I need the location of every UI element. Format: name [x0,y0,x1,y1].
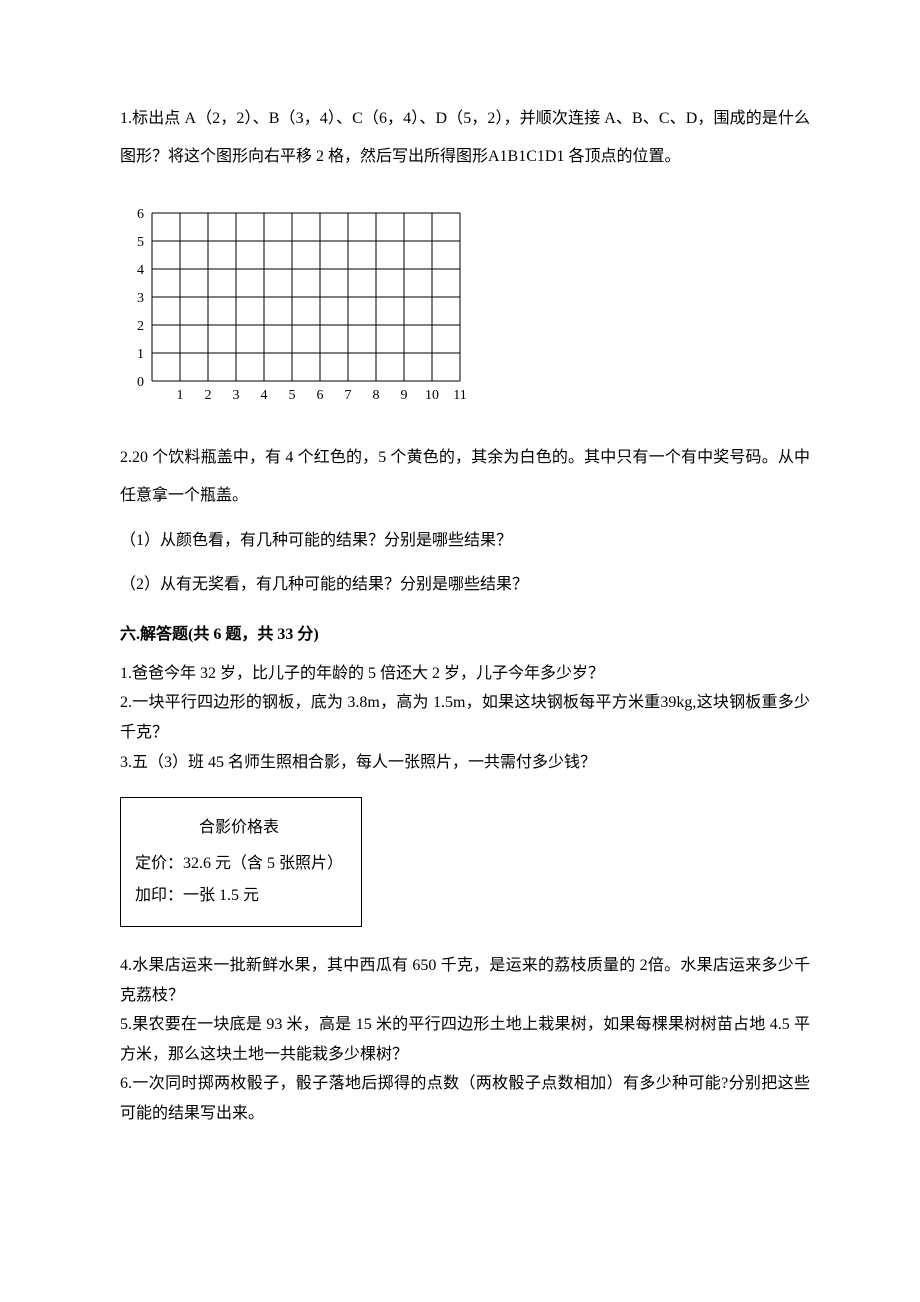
svg-text:3: 3 [233,388,240,403]
question-2-sub2: （2）从有无奖看，有几种可能的结果？分别是哪些结果？ [120,566,810,604]
section-6-q2: 2.一块平行四边形的钢板，底为 3.8m，高为 1.5m，如果这块钢板每平方米重… [120,688,810,747]
svg-text:8: 8 [373,388,380,403]
svg-text:9: 9 [401,388,408,403]
svg-text:0: 0 [137,375,144,390]
svg-text:10: 10 [425,388,439,403]
section-6-q5: 5.果农要在一块底是 93 米，高是 15 米的平行四边形土地上栽果树，如果每棵… [120,1010,810,1069]
svg-text:3: 3 [137,291,144,306]
svg-text:5: 5 [137,235,144,250]
question-2-intro: 2.20 个饮料瓶盖中，有 4 个红色的，5 个黄色的，其余为白色的。其中只有一… [120,439,810,516]
svg-text:11: 11 [453,388,466,403]
question-2-sub1: （1）从颜色看，有几种可能的结果？分别是哪些结果？ [120,522,810,560]
svg-text:4: 4 [261,388,268,403]
section-6-q6: 6.一次同时掷两枚骰子，骰子落地后掷得的点数（两枚骰子点数相加）有多少种可能?分… [120,1069,810,1128]
price-line-1: 定价：32.6 元（含 5 张照片） [135,848,343,880]
svg-text:2: 2 [205,388,212,403]
price-line-2: 加印：一张 1.5 元 [135,880,343,912]
svg-text:7: 7 [345,388,352,403]
coordinate-grid: 1 2 3 4 5 6 7 8 9 10 11 0 1 2 3 4 5 6 [130,201,810,411]
svg-text:6: 6 [137,207,144,222]
question-1-text: 1.标出点 A（2，2）、B（3，4）、C（6，4）、D（5，2），并顺次连接 … [120,100,810,177]
svg-text:2: 2 [137,319,144,334]
svg-text:1: 1 [177,388,184,403]
section-6-heading: 六.解答题(共 6 题，共 33 分) [120,616,810,654]
price-table-title: 合影价格表 [135,812,343,844]
grid-svg: 1 2 3 4 5 6 7 8 9 10 11 0 1 2 3 4 5 6 [130,201,490,411]
svg-text:6: 6 [317,388,324,403]
svg-text:4: 4 [137,263,144,278]
svg-text:5: 5 [289,388,296,403]
section-6-q4: 4.水果店运来一批新鲜水果，其中西瓜有 650 千克，是运来的荔枝质量的 2倍。… [120,951,810,1010]
section-6-q1: 1.爸爸今年 32 岁，比儿子的年龄的 5 倍还大 2 岁，儿子今年多少岁？ [120,659,810,689]
price-table-box: 合影价格表 定价：32.6 元（含 5 张照片） 加印：一张 1.5 元 [120,797,362,927]
section-6-q3: 3.五（3）班 45 名师生照相合影，每人一张照片，一共需付多少钱？ [120,748,810,778]
svg-text:1: 1 [137,347,144,362]
